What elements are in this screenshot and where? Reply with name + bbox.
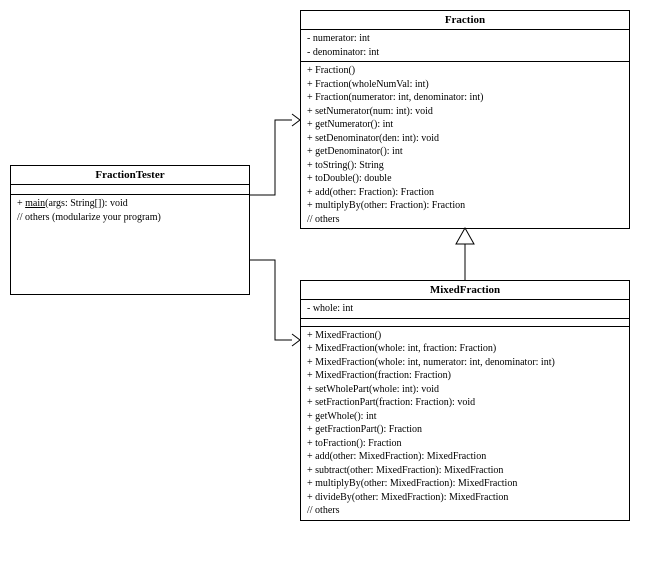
gap-compartment bbox=[301, 319, 629, 327]
method-line: + setDenominator(den: int): void bbox=[307, 132, 623, 146]
method-line: + subtract(other: MixedFraction): MixedF… bbox=[307, 464, 623, 478]
method-line: + toDouble(): double bbox=[307, 172, 623, 186]
method-line: + main(args: String[]): void bbox=[17, 197, 243, 211]
method-line: + setNumerator(num: int): void bbox=[307, 105, 623, 119]
arrowhead-hollow-triangle-icon bbox=[456, 228, 474, 244]
method-line: // others bbox=[307, 213, 623, 227]
method-line: + Fraction() bbox=[307, 64, 623, 78]
method-line: + setFractionPart(fraction: Fraction): v… bbox=[307, 396, 623, 410]
method-text: + bbox=[17, 198, 25, 209]
class-title: FractionTester bbox=[11, 166, 249, 185]
method-line: + toFraction(): Fraction bbox=[307, 437, 623, 451]
attribute-line: - whole: int bbox=[307, 302, 623, 316]
class-title: Fraction bbox=[301, 11, 629, 30]
method-line: + MixedFraction(whole: int, numerator: i… bbox=[307, 356, 623, 370]
methods-compartment: + Fraction() + Fraction(wholeNumVal: int… bbox=[301, 62, 629, 228]
method-line: + getWhole(): int bbox=[307, 410, 623, 424]
method-line: + MixedFraction() bbox=[307, 329, 623, 343]
method-line: + multiplyBy(other: Fraction): Fraction bbox=[307, 199, 623, 213]
arrowhead-open-icon bbox=[292, 114, 300, 126]
class-fraction: Fraction - numerator: int - denominator:… bbox=[300, 10, 630, 229]
methods-compartment: + main(args: String[]): void // others (… bbox=[11, 195, 249, 287]
method-text: (args: String[]): void bbox=[45, 198, 128, 209]
method-line: // others bbox=[307, 504, 623, 518]
attributes-compartment: - whole: int bbox=[301, 300, 629, 319]
methods-compartment: + MixedFraction() + MixedFraction(whole:… bbox=[301, 327, 629, 520]
method-line: + multiplyBy(other: MixedFraction): Mixe… bbox=[307, 477, 623, 491]
method-line: + divideBy(other: MixedFraction): MixedF… bbox=[307, 491, 623, 505]
class-mixed-fraction: MixedFraction - whole: int + MixedFracti… bbox=[300, 280, 630, 521]
method-line: // others (modularize your program) bbox=[17, 211, 243, 225]
method-line: + toString(): String bbox=[307, 159, 623, 173]
method-line: + getFractionPart(): Fraction bbox=[307, 423, 623, 437]
method-line: + Fraction(numerator: int, denominator: … bbox=[307, 91, 623, 105]
method-line: + getNumerator(): int bbox=[307, 118, 623, 132]
attributes-compartment bbox=[11, 185, 249, 195]
method-line: + Fraction(wholeNumVal: int) bbox=[307, 78, 623, 92]
attribute-line: - denominator: int bbox=[307, 46, 623, 60]
attribute-line: - numerator: int bbox=[307, 32, 623, 46]
edge-tester-to-fraction bbox=[250, 120, 292, 195]
method-underlined: main bbox=[25, 198, 45, 209]
edge-tester-to-mixed bbox=[250, 260, 292, 340]
method-line: + MixedFraction(whole: int, fraction: Fr… bbox=[307, 342, 623, 356]
method-line: + getDenominator(): int bbox=[307, 145, 623, 159]
class-title: MixedFraction bbox=[301, 281, 629, 300]
arrowhead-open-icon bbox=[292, 334, 300, 346]
method-line: + add(other: Fraction): Fraction bbox=[307, 186, 623, 200]
method-line: + setWholePart(whole: int): void bbox=[307, 383, 623, 397]
attributes-compartment: - numerator: int - denominator: int bbox=[301, 30, 629, 62]
method-line: + MixedFraction(fraction: Fraction) bbox=[307, 369, 623, 383]
method-line: + add(other: MixedFraction): MixedFracti… bbox=[307, 450, 623, 464]
class-fraction-tester: FractionTester + main(args: String[]): v… bbox=[10, 165, 250, 295]
